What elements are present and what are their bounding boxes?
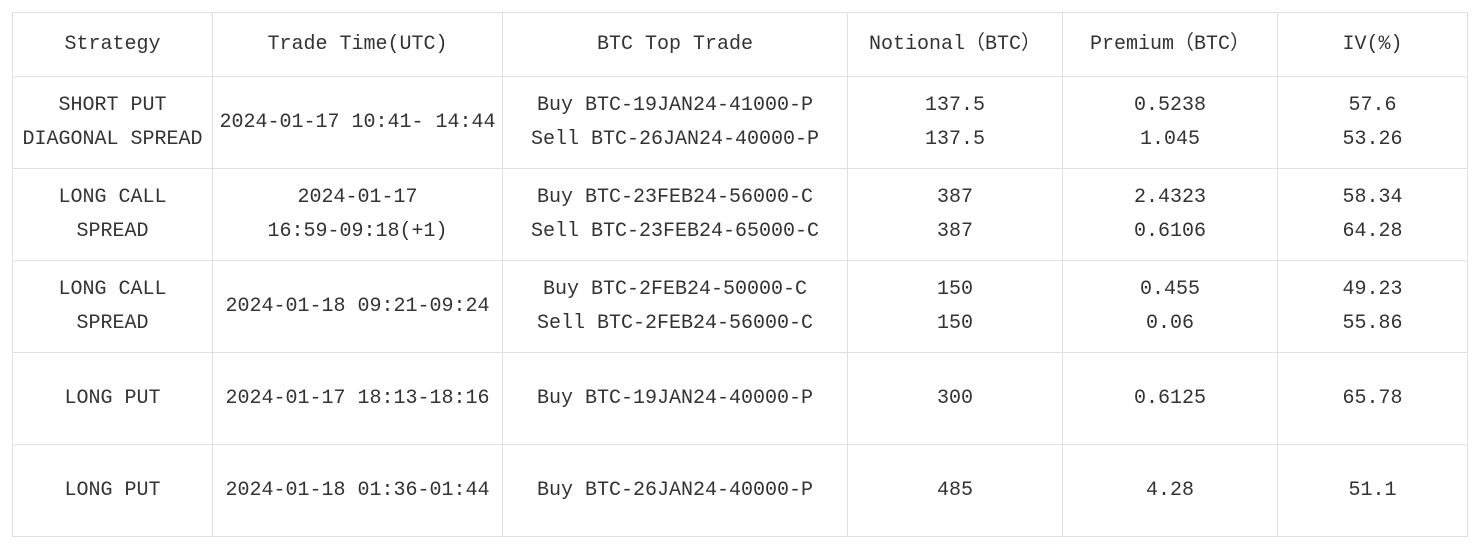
cell-line: 53.26	[1284, 123, 1461, 157]
cell-premium: 4.28	[1063, 445, 1278, 537]
cell-notional: 300	[848, 353, 1063, 445]
table-row: SHORT PUTDIAGONAL SPREAD2024-01-17 10:41…	[13, 77, 1468, 169]
cell-premium: 2.43230.6106	[1063, 169, 1278, 261]
cell-line: LONG CALL	[19, 181, 206, 215]
cell-line: Sell BTC-23FEB24-65000-C	[509, 215, 841, 249]
cell-trade_time: 2024-01-17 18:13-18:16	[213, 353, 503, 445]
cell-iv: 65.78	[1278, 353, 1468, 445]
cell-line: 57.6	[1284, 89, 1461, 123]
cell-line: 55.86	[1284, 307, 1461, 341]
cell-line: 387	[854, 181, 1056, 215]
cell-notional: 150150	[848, 261, 1063, 353]
cell-line: 0.06	[1069, 307, 1271, 341]
cell-line: Buy BTC-23FEB24-56000-C	[509, 181, 841, 215]
cell-line: Sell BTC-2FEB24-56000-C	[509, 307, 841, 341]
col-header-trade-time: Trade Time(UTC)	[213, 13, 503, 77]
cell-strategy: LONG CALLSPREAD	[13, 261, 213, 353]
table-header-row: Strategy Trade Time(UTC) BTC Top Trade N…	[13, 13, 1468, 77]
cell-iv: 58.3464.28	[1278, 169, 1468, 261]
cell-strategy: LONG PUT	[13, 353, 213, 445]
cell-iv: 51.1	[1278, 445, 1468, 537]
cell-line: 387	[854, 215, 1056, 249]
cell-trade_time: 2024-01-17 10:41- 14:44	[213, 77, 503, 169]
table-row: LONG CALLSPREAD2024-01-18 09:21-09:24Buy…	[13, 261, 1468, 353]
cell-line: 49.23	[1284, 273, 1461, 307]
col-header-top-trade: BTC Top Trade	[503, 13, 848, 77]
cell-top_trade: Buy BTC-2FEB24-50000-CSell BTC-2FEB24-56…	[503, 261, 848, 353]
cell-iv: 57.653.26	[1278, 77, 1468, 169]
cell-premium: 0.52381.045	[1063, 77, 1278, 169]
cell-line: 150	[854, 273, 1056, 307]
cell-line: 0.6106	[1069, 215, 1271, 249]
col-header-notional: Notional（BTC）	[848, 13, 1063, 77]
table-row: LONG CALLSPREAD2024-01-1716:59-09:18(+1)…	[13, 169, 1468, 261]
cell-notional: 137.5137.5	[848, 77, 1063, 169]
table-row: LONG PUT2024-01-17 18:13-18:16Buy BTC-19…	[13, 353, 1468, 445]
cell-top_trade: Buy BTC-19JAN24-41000-PSell BTC-26JAN24-…	[503, 77, 848, 169]
cell-line: 16:59-09:18(+1)	[219, 215, 496, 249]
btc-trades-table: Strategy Trade Time(UTC) BTC Top Trade N…	[12, 12, 1468, 537]
cell-top_trade: Buy BTC-19JAN24-40000-P	[503, 353, 848, 445]
cell-line: 2024-01-17	[219, 181, 496, 215]
cell-line: 137.5	[854, 123, 1056, 157]
cell-iv: 49.2355.86	[1278, 261, 1468, 353]
col-header-strategy: Strategy	[13, 13, 213, 77]
col-header-premium: Premium（BTC）	[1063, 13, 1278, 77]
cell-line: Buy BTC-2FEB24-50000-C	[509, 273, 841, 307]
cell-strategy: LONG PUT	[13, 445, 213, 537]
table-body: SHORT PUTDIAGONAL SPREAD2024-01-17 10:41…	[13, 77, 1468, 537]
cell-line: 137.5	[854, 89, 1056, 123]
cell-line: SPREAD	[19, 307, 206, 341]
cell-line: DIAGONAL SPREAD	[19, 123, 206, 157]
cell-notional: 387387	[848, 169, 1063, 261]
cell-premium: 0.6125	[1063, 353, 1278, 445]
cell-line: Buy BTC-19JAN24-41000-P	[509, 89, 841, 123]
cell-line: SPREAD	[19, 215, 206, 249]
cell-line: 58.34	[1284, 181, 1461, 215]
cell-trade_time: 2024-01-1716:59-09:18(+1)	[213, 169, 503, 261]
cell-strategy: LONG CALLSPREAD	[13, 169, 213, 261]
cell-strategy: SHORT PUTDIAGONAL SPREAD	[13, 77, 213, 169]
table-row: LONG PUT2024-01-18 01:36-01:44Buy BTC-26…	[13, 445, 1468, 537]
cell-line: SHORT PUT	[19, 89, 206, 123]
cell-trade_time: 2024-01-18 09:21-09:24	[213, 261, 503, 353]
col-header-iv: IV(%)	[1278, 13, 1468, 77]
cell-premium: 0.4550.06	[1063, 261, 1278, 353]
cell-notional: 485	[848, 445, 1063, 537]
cell-line: 2.4323	[1069, 181, 1271, 215]
cell-line: Sell BTC-26JAN24-40000-P	[509, 123, 841, 157]
cell-line: 0.5238	[1069, 89, 1271, 123]
cell-line: 150	[854, 307, 1056, 341]
cell-line: LONG CALL	[19, 273, 206, 307]
cell-top_trade: Buy BTC-23FEB24-56000-CSell BTC-23FEB24-…	[503, 169, 848, 261]
cell-line: 64.28	[1284, 215, 1461, 249]
cell-trade_time: 2024-01-18 01:36-01:44	[213, 445, 503, 537]
cell-top_trade: Buy BTC-26JAN24-40000-P	[503, 445, 848, 537]
cell-line: 1.045	[1069, 123, 1271, 157]
cell-line: 0.455	[1069, 273, 1271, 307]
